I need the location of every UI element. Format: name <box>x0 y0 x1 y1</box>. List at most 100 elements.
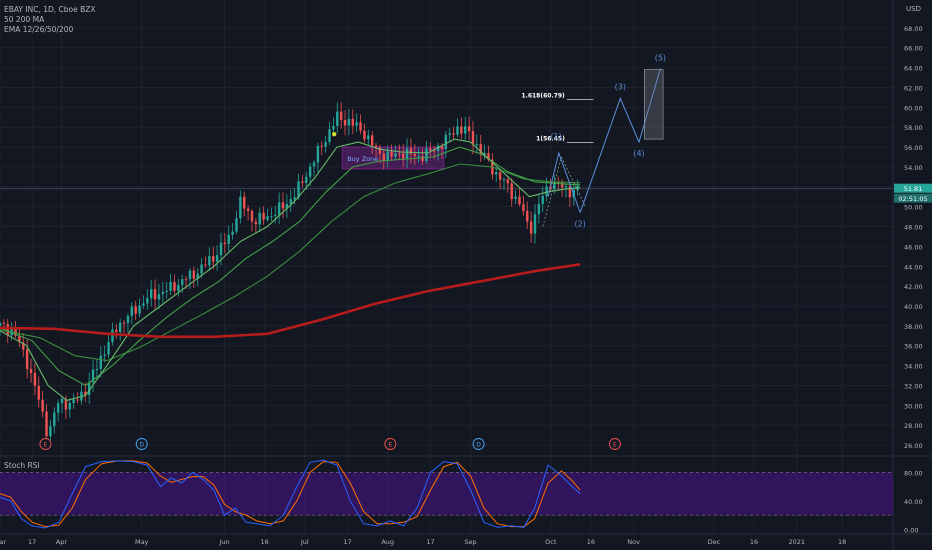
stoch-k-line[interactable] <box>0 459 581 529</box>
candle-body <box>165 290 168 292</box>
candle-body <box>103 354 106 356</box>
elliott-wave-label: (1) <box>550 132 561 141</box>
candle-body <box>84 391 87 395</box>
ema-slow-line[interactable] <box>0 163 581 362</box>
candle-body <box>436 145 440 152</box>
elliott-wave-label: (4) <box>633 149 644 158</box>
candle-body <box>25 349 29 369</box>
candle-body <box>99 355 102 369</box>
candle-body <box>374 145 378 148</box>
earnings-marker[interactable] <box>608 438 621 450</box>
candle-body <box>409 148 413 154</box>
price-axis-label: 60.00 <box>904 104 923 112</box>
candle-body <box>142 303 145 306</box>
candle-body <box>266 216 269 220</box>
candle-body <box>355 122 358 126</box>
candle-body <box>390 151 393 157</box>
time-axis-label: 17 <box>343 538 351 546</box>
candle-body <box>487 153 490 160</box>
candle-body <box>460 126 463 134</box>
candle-body <box>68 403 71 410</box>
ma200-line[interactable] <box>0 263 581 339</box>
candle-body <box>522 204 525 211</box>
earnings-marker[interactable] <box>39 438 52 450</box>
candle-body <box>386 151 389 161</box>
legend-ma[interactable]: 50 200 MA <box>4 15 45 24</box>
legend-symbol[interactable]: EBAY INC, 1D, Cboe BZX <box>4 5 96 14</box>
candle-body <box>382 153 386 161</box>
dividend-marker[interactable] <box>135 438 148 450</box>
time-axis-label: May <box>135 538 149 546</box>
candle-body <box>18 335 21 343</box>
candle-body <box>541 196 544 204</box>
candle-body <box>308 166 312 177</box>
candle-body <box>254 221 258 225</box>
stoch-d-line[interactable] <box>0 460 581 528</box>
time-axis-label: Jul <box>300 538 309 546</box>
candle-body <box>285 204 289 209</box>
price-axis-label: 44.00 <box>904 263 923 271</box>
price-axis-label: 36.00 <box>904 343 923 351</box>
candle-body <box>181 279 184 285</box>
candle-body <box>196 273 199 279</box>
candle-body <box>440 145 444 149</box>
elliott-wave-label: (2) <box>575 220 586 229</box>
chart-legend: EBAY INC, 1D, Cboe BZX 50 200 MA EMA 12/… <box>4 5 96 35</box>
candle-body <box>111 329 114 342</box>
candle-body <box>231 231 234 235</box>
countdown-tag <box>894 193 932 203</box>
candle-body <box>235 218 238 232</box>
target-box[interactable] <box>644 69 664 140</box>
candle-body <box>2 322 6 324</box>
candle-body <box>305 176 308 183</box>
price-axis-label: 62.00 <box>904 84 923 92</box>
candle-body <box>297 181 300 198</box>
candle-body <box>161 291 165 295</box>
candle-body <box>370 135 374 146</box>
candle-body <box>149 289 153 299</box>
candle-body <box>192 270 196 279</box>
candle-body <box>320 145 323 147</box>
earnings-marker-label: E <box>388 442 392 449</box>
candle-body <box>215 255 219 262</box>
candle-body <box>277 202 281 216</box>
price-axis-label: 32.00 <box>904 382 923 390</box>
candle-body <box>495 172 498 175</box>
candle-body <box>506 179 510 184</box>
candle-body <box>452 133 455 135</box>
fib-level-label: 1(56.45) <box>536 136 565 143</box>
candle-body <box>339 111 343 120</box>
candle-body <box>169 282 172 291</box>
legend-ema[interactable]: EMA 12/26/50/200 <box>4 25 74 34</box>
triangle-dashed-lines <box>542 156 586 227</box>
time-axis-label: Jun <box>219 538 230 546</box>
candle-body <box>312 162 316 167</box>
candle-body <box>122 322 126 324</box>
candle-body <box>398 153 401 155</box>
price-axis-label: 34.00 <box>904 363 923 371</box>
candle-body <box>483 153 486 155</box>
candle-body <box>328 129 331 143</box>
candle-body <box>227 234 230 245</box>
countdown-tag-label: 02:51:05 <box>898 195 927 203</box>
earnings-marker-label: E <box>613 442 617 449</box>
candle-body <box>212 256 215 262</box>
price-axis-label: 58.00 <box>904 124 923 132</box>
dividend-marker[interactable] <box>472 438 485 450</box>
candle-body <box>204 264 207 266</box>
candle-body <box>49 426 52 437</box>
elliott-wave-path[interactable] <box>579 68 661 213</box>
candle-body <box>448 133 451 135</box>
price-axis-label: 26.00 <box>904 442 923 450</box>
candle-body <box>177 284 180 291</box>
earnings-marker[interactable] <box>384 438 397 450</box>
candle-body <box>146 298 149 304</box>
time-axis-label: Dec <box>708 538 721 546</box>
ema-fast-line[interactable] <box>0 138 581 402</box>
candle-body <box>502 179 506 181</box>
stoch-rsi-label[interactable]: Stoch RSI <box>4 461 40 470</box>
elliott-wave-label: (3) <box>615 82 626 91</box>
candle-body <box>0 322 2 326</box>
candle-body <box>316 145 320 163</box>
